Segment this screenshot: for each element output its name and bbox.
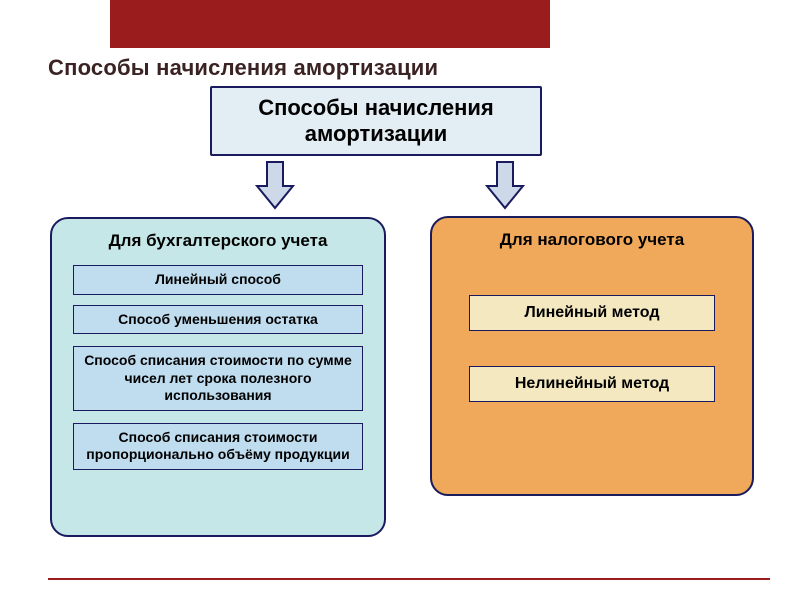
panel-accounting-items: Линейный способ Способ уменьшения остатка… (66, 265, 370, 470)
tax-method-item: Нелинейный метод (469, 366, 715, 402)
accounting-method-item: Способ уменьшения остатка (73, 305, 363, 335)
accounting-method-item: Линейный способ (73, 265, 363, 295)
accounting-method-item: Способ списания стоимости по сумме чисел… (73, 346, 363, 411)
page-title: Способы начисления амортизации (48, 55, 438, 81)
accounting-method-item: Способ списания стоимости пропорциональн… (73, 423, 363, 470)
panel-tax-items: Линейный метод Нелинейный метод (446, 295, 738, 402)
arrow-down-left-icon (255, 160, 295, 210)
bottom-divider (48, 578, 770, 580)
arrow-down-right-icon (485, 160, 525, 210)
panel-accounting: Для бухгалтерского учета Линейный способ… (50, 217, 386, 537)
tax-method-item: Линейный метод (469, 295, 715, 331)
panel-accounting-title: Для бухгалтерского учета (66, 231, 370, 251)
root-node: Способы начисления амортизации (210, 86, 542, 156)
panel-tax: Для налогового учета Линейный метод Нелин… (430, 216, 754, 496)
root-node-label: Способы начисления амортизации (222, 95, 530, 148)
header-red-bar (110, 0, 550, 48)
panel-tax-title: Для налогового учета (446, 230, 738, 250)
